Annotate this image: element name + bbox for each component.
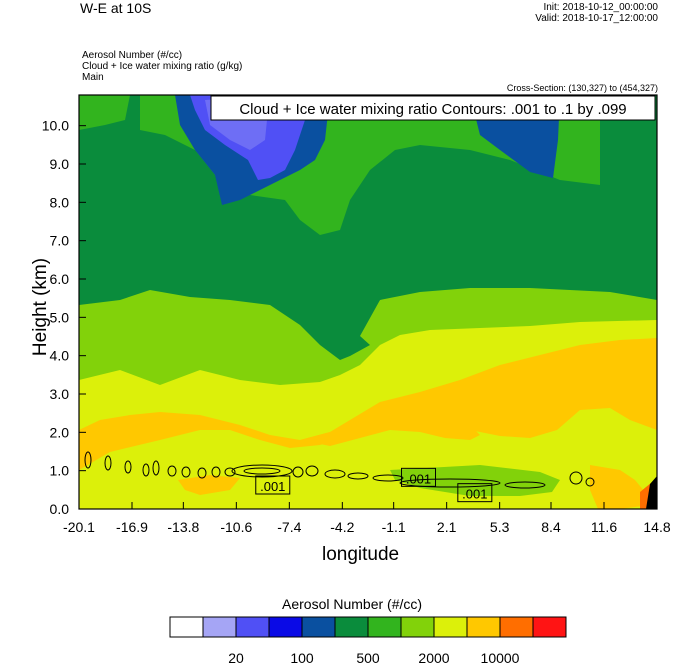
y-tick-label: 1.0 bbox=[50, 463, 70, 479]
colorbar: 20 100 500 2000 10000 bbox=[169, 616, 567, 666]
y-tick-label: 6.0 bbox=[50, 271, 70, 287]
cross-section-label: Cross-Section: (130,327) to (454,327) bbox=[506, 83, 658, 93]
colorbar-swatch bbox=[433, 616, 468, 638]
cloud-contours bbox=[84, 451, 595, 489]
contour-label: .001 bbox=[406, 471, 431, 486]
x-tick-label: -4.2 bbox=[330, 519, 354, 535]
x-tick-label: -7.4 bbox=[277, 519, 301, 535]
x-tick-label: 14.8 bbox=[643, 519, 670, 535]
colorbar-swatch bbox=[268, 616, 303, 638]
aerosol-field bbox=[79, 95, 657, 509]
y-tick-label: 0.0 bbox=[50, 501, 70, 517]
colorbar-tick-label: 20 bbox=[228, 650, 244, 666]
init-time: Init: 2018-10-12_00:00:00 bbox=[543, 2, 658, 13]
colorbar-swatch bbox=[499, 616, 534, 638]
contour-label: .001 bbox=[462, 487, 487, 502]
x-tick-label: -13.8 bbox=[167, 519, 199, 535]
y-tick-label: 8.0 bbox=[50, 194, 70, 210]
plot-frame bbox=[78, 94, 658, 510]
x-tick-label: 2.1 bbox=[437, 519, 457, 535]
x-tick-label: -16.9 bbox=[116, 519, 148, 535]
field-aerosol-label: Aerosol Number (#/cc) bbox=[82, 50, 183, 61]
contour-label: .001 bbox=[260, 479, 285, 494]
colorbar-tick-label: 10000 bbox=[481, 650, 520, 666]
y-axis-ticks: 0.0 1.0 2.0 3.0 4.0 5.0 6.0 7.0 8.0 9.0 10.0 bbox=[42, 118, 86, 517]
colorbar-tick-label: 2000 bbox=[418, 650, 449, 666]
colorbar-title: Aerosol Number (#/cc) bbox=[282, 596, 423, 612]
x-axis-ticks: -20.1 -16.9 -13.8 -10.6 -7.4 -4.2 -1.1 2.1 5.3 8.… bbox=[63, 502, 671, 535]
y-tick-label: 10.0 bbox=[42, 118, 69, 134]
colorbar-swatch bbox=[202, 616, 237, 638]
contour-label-box bbox=[255, 475, 291, 495]
x-tick-label: -1.1 bbox=[382, 519, 406, 535]
y-tick-label: 7.0 bbox=[50, 233, 70, 249]
plot-title: W-E at 10S bbox=[80, 0, 152, 16]
y-tick-label: 5.0 bbox=[50, 309, 70, 325]
contour-label-box bbox=[401, 467, 437, 487]
valid-time: Valid: 2018-10-17_12:00:00 bbox=[535, 13, 658, 24]
x-tick-label: 8.4 bbox=[541, 519, 561, 535]
field-main-label: Main bbox=[82, 72, 104, 83]
x-tick-label: 5.3 bbox=[490, 519, 510, 535]
colorbar-swatch bbox=[169, 616, 204, 638]
colorbar-swatch bbox=[466, 616, 501, 638]
field-cloud-label: Cloud + Ice water mixing ratio (g/kg) bbox=[82, 61, 243, 72]
contour-info-text: Cloud + Ice water mixing ratio Contours:… bbox=[239, 101, 626, 118]
colorbar-swatch bbox=[367, 616, 402, 638]
colorbar-tick-label: 500 bbox=[356, 650, 380, 666]
contour-info-box: Cloud + Ice water mixing ratio Contours:… bbox=[210, 95, 656, 121]
colorbar-swatch bbox=[400, 616, 435, 638]
colorbar-swatch bbox=[532, 616, 567, 638]
x-tick-label: 11.6 bbox=[591, 519, 617, 535]
colorbar-swatch bbox=[235, 616, 270, 638]
x-tick-label: -20.1 bbox=[63, 519, 95, 535]
colorbar-swatch bbox=[301, 616, 336, 638]
x-tick-label: -10.6 bbox=[220, 519, 252, 535]
x-axis-label: longitude bbox=[322, 544, 400, 565]
y-tick-label: 9.0 bbox=[50, 156, 70, 172]
contour-label-box bbox=[457, 483, 493, 503]
y-tick-label: 2.0 bbox=[50, 424, 70, 440]
y-tick-label: 4.0 bbox=[50, 348, 70, 364]
contour-labels: .001 .001 .001 bbox=[255, 467, 493, 503]
colorbar-tick-label: 100 bbox=[290, 650, 314, 666]
colorbar-swatch bbox=[334, 616, 369, 638]
y-tick-label: 3.0 bbox=[50, 386, 70, 402]
